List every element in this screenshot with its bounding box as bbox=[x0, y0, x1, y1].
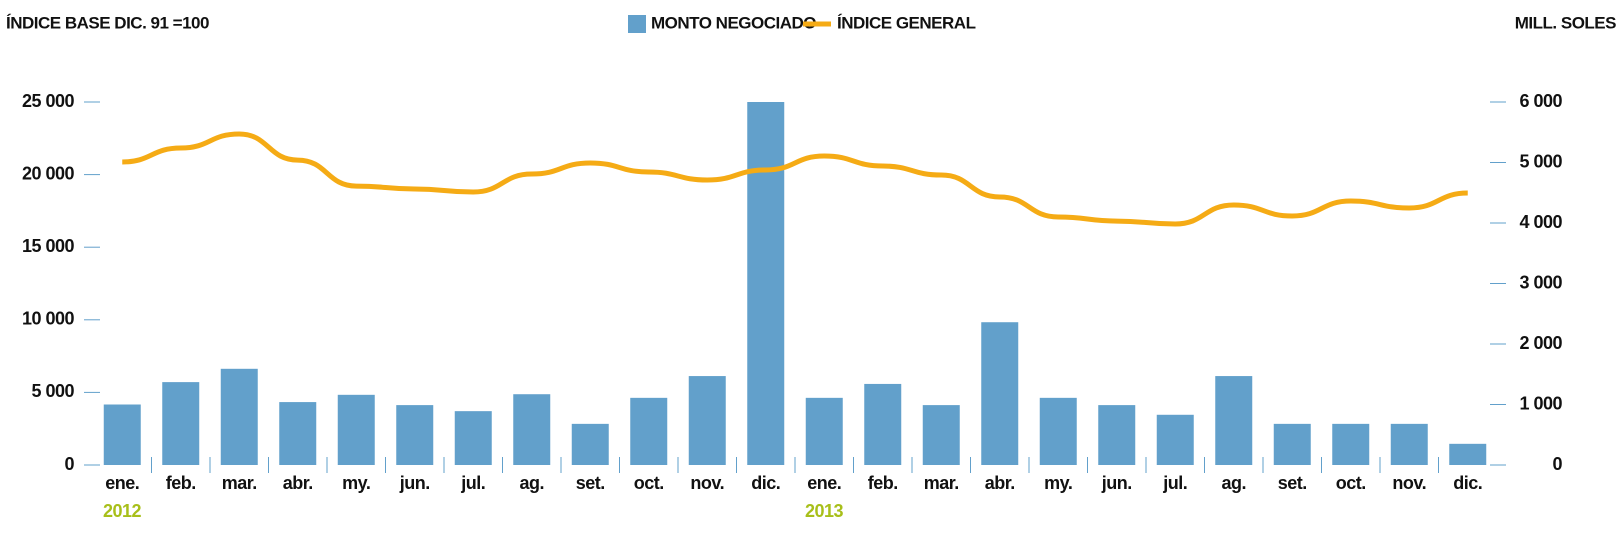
x-tick-label: oct. bbox=[634, 473, 664, 493]
y-tick-label: 15 000 bbox=[22, 236, 75, 256]
x-tick-label: ag. bbox=[1221, 473, 1246, 493]
bar bbox=[279, 402, 317, 465]
x-tick-label: nov. bbox=[690, 473, 724, 493]
bar bbox=[337, 394, 375, 465]
y2-tick-label: 1 000 bbox=[1519, 393, 1562, 413]
bar bbox=[630, 397, 668, 465]
x-tick-label: ene. bbox=[807, 473, 841, 493]
bar bbox=[220, 368, 258, 465]
y-axis-label: ÍNDICE BASE DIC. 91 =100 bbox=[6, 13, 209, 32]
bar bbox=[1156, 414, 1194, 465]
legend-label: ÍNDICE GENERAL bbox=[837, 13, 976, 32]
y-tick-label: 25 000 bbox=[22, 91, 75, 111]
x-tick-label: my. bbox=[1044, 473, 1072, 493]
bar bbox=[454, 411, 492, 465]
bar bbox=[864, 383, 902, 465]
bar bbox=[162, 382, 200, 465]
bar bbox=[747, 102, 785, 465]
y-tick-label: 0 bbox=[64, 454, 74, 474]
x-tick-label: set. bbox=[576, 473, 605, 493]
x-tick-label: mar. bbox=[924, 473, 959, 493]
bar bbox=[571, 423, 609, 465]
x-tick-label: abr. bbox=[283, 473, 313, 493]
x-tick-label: feb. bbox=[166, 473, 196, 493]
y2-tick-label: 3 000 bbox=[1519, 272, 1562, 292]
bar bbox=[396, 405, 434, 465]
y-tick-label: 20 000 bbox=[22, 163, 75, 183]
legend-swatch bbox=[628, 15, 646, 33]
line bbox=[122, 131, 1468, 227]
x-tick-label: jul. bbox=[460, 473, 485, 493]
y2-tick-label: 4 000 bbox=[1519, 212, 1562, 232]
x-tick-label: ag. bbox=[519, 473, 544, 493]
bar bbox=[1098, 405, 1136, 465]
bar bbox=[1273, 423, 1311, 465]
bar bbox=[981, 322, 1019, 465]
y-tick-label: 5 000 bbox=[31, 381, 74, 401]
x-tick-label: feb. bbox=[868, 473, 898, 493]
x-tick-label: abr. bbox=[985, 473, 1015, 493]
y2-axis-label: MILL. SOLES bbox=[1515, 13, 1616, 32]
y2-tick-label: 2 000 bbox=[1519, 333, 1562, 353]
x-tick-label: jun. bbox=[1101, 473, 1132, 493]
y-tick-label: 10 000 bbox=[22, 309, 75, 329]
bar bbox=[1390, 423, 1428, 465]
x-tick-label: nov. bbox=[1392, 473, 1426, 493]
bar bbox=[922, 405, 960, 465]
year-label: 2013 bbox=[805, 501, 844, 521]
x-tick-label: jun. bbox=[399, 473, 430, 493]
bar bbox=[513, 394, 551, 465]
bar bbox=[688, 376, 726, 465]
x-tick-label: dic. bbox=[1453, 473, 1482, 493]
x-tick-label: set. bbox=[1278, 473, 1307, 493]
y2-tick-label: 0 bbox=[1552, 454, 1562, 474]
y2-tick-label: 6 000 bbox=[1519, 91, 1562, 111]
year-label: 2012 bbox=[103, 501, 142, 521]
bar bbox=[1449, 443, 1487, 465]
x-tick-label: my. bbox=[342, 473, 370, 493]
x-tick-label: oct. bbox=[1336, 473, 1366, 493]
x-tick-label: dic. bbox=[751, 473, 780, 493]
x-tick-label: jul. bbox=[1162, 473, 1187, 493]
bar bbox=[1332, 423, 1370, 465]
bar bbox=[1215, 376, 1253, 465]
bar bbox=[1039, 397, 1077, 465]
legend-label: MONTO NEGOCIADO bbox=[651, 13, 816, 32]
x-tick-label: mar. bbox=[222, 473, 257, 493]
bar bbox=[103, 404, 141, 465]
y2-tick-label: 5 000 bbox=[1519, 151, 1562, 171]
bar bbox=[805, 397, 843, 465]
x-tick-label: ene. bbox=[105, 473, 139, 493]
